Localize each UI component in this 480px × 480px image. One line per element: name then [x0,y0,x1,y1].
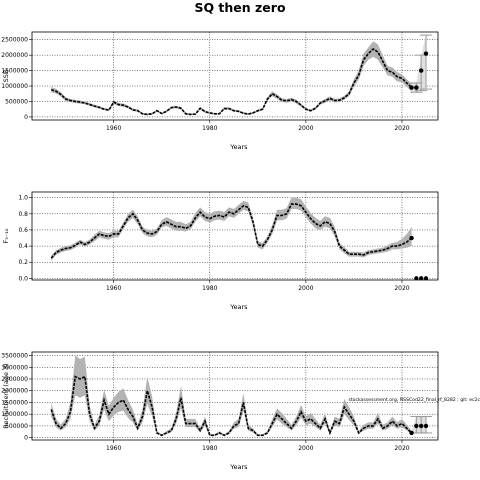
fishing-mortality-panel: 1960 1980 2000 2020 0.0 0.2 0.4 0.6 0.8 1.0 Years F… [2,191,439,311]
y-tick-label: 2000000 [1,52,28,59]
final-year-point [409,430,414,436]
y-tick-label: 1500000 [1,399,28,406]
y-tick-label: 1000000 [1,83,28,90]
y-tick-label: 0.6 [18,227,28,234]
confidence-band [51,41,412,116]
y-tick-label: 0 [24,435,28,442]
x-tick-label: 1960 [106,285,121,292]
estimate-line [50,47,413,116]
y-tick-label: 0 [24,114,28,121]
x-tick-label: 2020 [394,285,409,292]
estimate-line [50,203,413,259]
y-tick-label: 0.4 [18,243,28,250]
y-tick-label: 3500000 [1,353,28,360]
projection-point [418,68,424,73]
y-tick-label: 0.2 [18,259,28,266]
x-axis-label: Years [229,143,248,151]
y-axis-label: F₅₋₁₀ [2,228,10,243]
final-year-point [409,235,414,241]
ssb-panel: 1960 1980 2000 2020 0 500000 1000000 1500000 200… [1,31,439,151]
plot-area [50,355,432,437]
x-tick-label: 2020 [394,125,409,132]
x-tick-label: 2000 [298,125,313,132]
estimate-line [50,375,413,437]
projection-point [418,276,424,280]
y-tick-label: 1.0 [18,195,28,202]
x-tick-label: 1980 [202,285,217,292]
y-tick-label: 1000000 [1,411,28,418]
confidence-band [51,197,412,261]
x-tick-label: 1960 [106,125,121,132]
y-tick-label: 0.8 [18,211,28,218]
source-annotation: stockassessment.org, NSSCod22_final_rf_8… [348,397,480,403]
x-tick-label: 2000 [298,445,313,452]
x-tick-label: 1980 [202,125,217,132]
y-tick-label: 1500000 [1,68,28,75]
final-year-point [409,85,414,90]
y-tick-label: 500000 [5,98,28,105]
y-axis-label: Recruitment (age 3) [2,363,10,428]
y-tick-label: 2500000 [1,37,28,44]
x-tick-label: 2000 [298,285,313,292]
projection-point [414,276,419,280]
projection-band [411,416,426,435]
x-tick-label: 2020 [394,445,409,452]
confidence-band [51,355,412,437]
y-tick-label: 2500000 [1,376,28,383]
projection-band [411,35,426,93]
y-tick-label: 3000000 [1,364,28,371]
projection-point [423,276,429,280]
axes-frame [31,31,439,121]
figure-title: SQ then zero [194,0,286,15]
x-axis-label: Years [229,303,248,311]
projection-point [423,423,429,429]
axes-frame [31,191,439,281]
x-tick-label: 1960 [106,445,121,452]
projection-point [414,85,419,90]
y-tick-label: 500000 [5,423,28,430]
plot-area [50,34,432,116]
y-tick-label: 0.0 [18,275,28,282]
x-axis-label: Years [229,463,248,471]
plot-area [50,197,429,280]
y-axis-label: SSB [2,70,10,83]
projection-point [423,51,429,56]
axes-frame [31,351,439,441]
x-tick-label: 1980 [202,445,217,452]
projection-point [414,423,419,429]
y-tick-label: 2000000 [1,388,28,395]
recruitment-panel: 1960 1980 2000 2020 0 500000 1000000 1500000 200… [1,351,480,471]
projection-point [418,423,424,429]
